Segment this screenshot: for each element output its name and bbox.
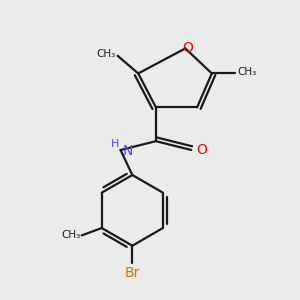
Text: H: H — [111, 139, 119, 149]
Text: CH₃: CH₃ — [61, 230, 80, 240]
Text: N: N — [123, 144, 133, 158]
Text: CH₃: CH₃ — [96, 49, 115, 59]
Text: CH₃: CH₃ — [238, 67, 257, 77]
Text: O: O — [196, 143, 207, 157]
Text: Br: Br — [124, 266, 140, 280]
Text: O: O — [182, 41, 193, 55]
